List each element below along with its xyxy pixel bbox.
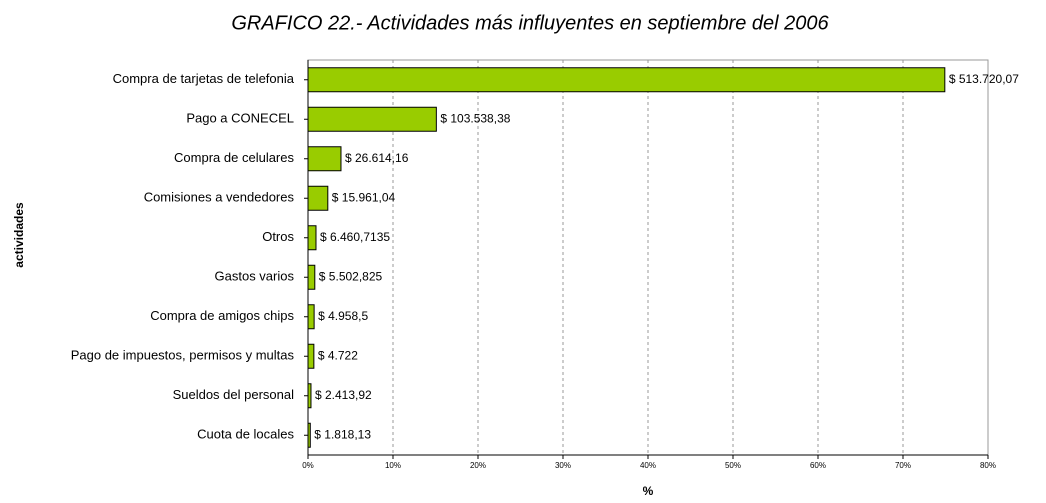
bar: [307, 106, 437, 132]
data-label: $ 15.961,04: [332, 190, 396, 204]
x-tick-label: 40%: [640, 461, 656, 470]
y-tick-label: Compra de amigos chips: [150, 308, 294, 323]
bar: [307, 304, 315, 330]
x-tick-label: 50%: [725, 461, 741, 470]
data-label: $ 103.538,38: [440, 111, 510, 125]
bar: [307, 343, 315, 369]
x-tick-label: 80%: [980, 461, 996, 470]
y-tick-label: Compra de celulares: [174, 150, 294, 165]
y-tick-label: Gastos varios: [215, 269, 295, 284]
data-label: $ 5.502,825: [319, 269, 383, 283]
bar: [307, 422, 311, 448]
data-label: $ 4.958,5: [318, 309, 368, 323]
data-label: $ 4.722: [318, 348, 358, 362]
x-axis-label: %: [643, 484, 654, 498]
y-tick-label: Comisiones a vendedores: [144, 190, 295, 205]
bar: [307, 225, 317, 251]
x-tick-label: 60%: [810, 461, 826, 470]
data-label: $ 26.614,16: [345, 151, 409, 165]
bar: [307, 383, 312, 409]
y-tick-label: Sueldos del personal: [173, 387, 295, 402]
y-tick-label: Cuota de locales: [197, 427, 294, 442]
y-axis-label: actividades: [12, 202, 26, 268]
bar: [307, 146, 342, 172]
data-label: $ 2.413,92: [315, 388, 372, 402]
data-label: $ 1.818,13: [314, 427, 371, 441]
y-tick-label: Pago de impuestos, permisos y multas: [71, 348, 295, 363]
y-tick-label: Compra de tarjetas de telefonia: [113, 71, 295, 86]
data-label: $ 513.720,07: [949, 72, 1019, 86]
y-tick-label: Pago a CONECEL: [186, 111, 294, 126]
y-tick-label: Otros: [262, 229, 294, 244]
x-tick-label: 10%: [385, 461, 401, 470]
x-tick-label: 70%: [895, 461, 911, 470]
x-tick-label: 30%: [555, 461, 571, 470]
bar: [307, 67, 946, 93]
chart-title: GRAFICO 22.- Actividades más influyentes…: [231, 12, 829, 34]
bar: [307, 264, 316, 290]
x-tick-label: 0%: [302, 461, 314, 470]
x-tick-label: 20%: [470, 461, 486, 470]
data-label: $ 6.460,7135: [320, 230, 390, 244]
bar: [307, 185, 329, 211]
